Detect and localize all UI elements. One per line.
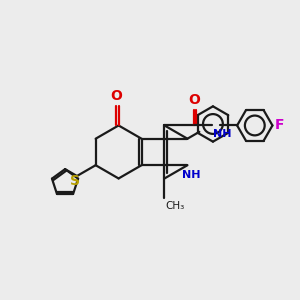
Text: O: O bbox=[188, 93, 200, 107]
Text: O: O bbox=[111, 89, 123, 103]
Text: S: S bbox=[70, 174, 80, 188]
Text: F: F bbox=[274, 118, 284, 133]
Text: CH₃: CH₃ bbox=[166, 201, 185, 211]
Text: NH: NH bbox=[213, 129, 231, 140]
Text: NH: NH bbox=[182, 169, 201, 180]
